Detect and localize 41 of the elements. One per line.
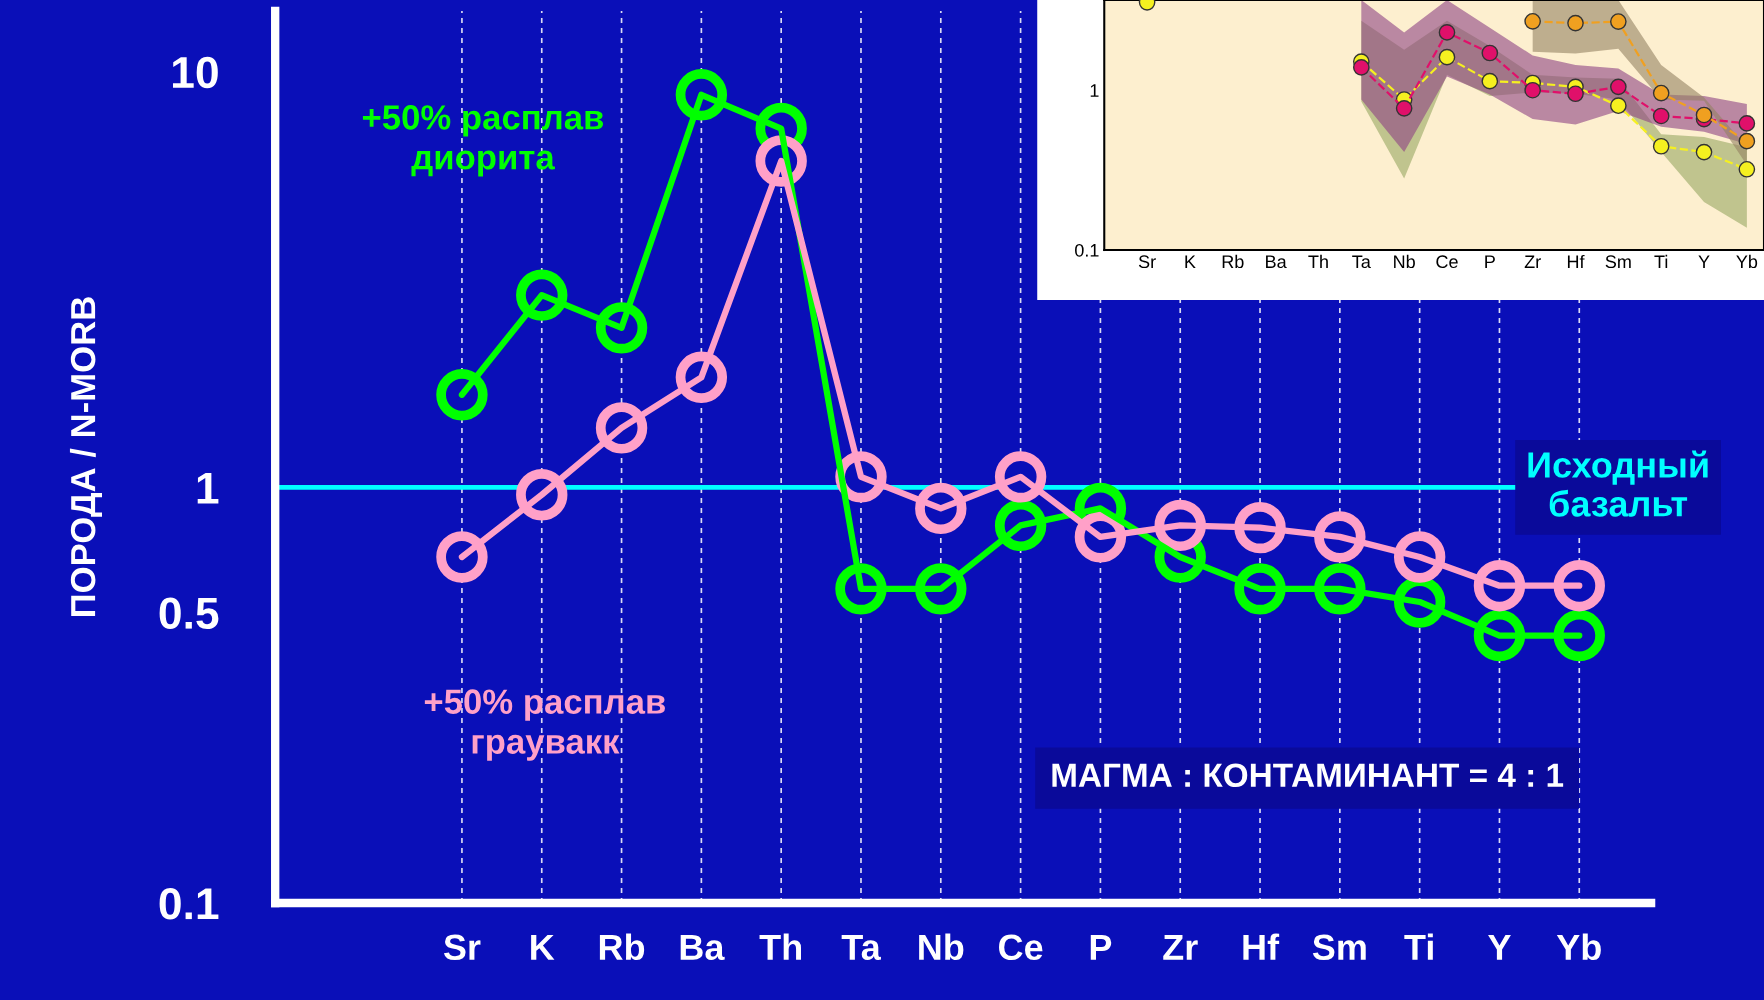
x-tick-label: Ta	[841, 934, 881, 961]
x-tick-label: Ce	[1436, 255, 1458, 269]
x-tick-label: Hf	[1243, 933, 1280, 960]
x-tick-label: P	[1090, 934, 1112, 960]
x-tick-label: Rb	[599, 933, 645, 961]
x-tick-label: Y	[1488, 934, 1511, 960]
x-tick-label: Ta	[1352, 255, 1371, 269]
y-tick-label: 0.5	[159, 597, 219, 630]
x-tick-label: Th	[1308, 254, 1328, 268]
x-tick-label: Ba	[680, 934, 725, 961]
y-tick-label: 0.1	[159, 888, 219, 920]
ref-line-label: Исходный базальт	[1528, 450, 1708, 517]
x-tick-label: Zr	[1163, 934, 1198, 960]
x-tick-label: Ti	[1654, 254, 1668, 268]
x-tick-label: Yb	[1736, 254, 1758, 269]
x-tick-label: Sm	[1312, 934, 1366, 961]
x-tick-label: Nb	[919, 933, 964, 961]
x-tick-label: Yb	[1556, 933, 1601, 961]
y-tick-label: 1	[1090, 84, 1099, 97]
x-tick-label: Ce	[999, 934, 1043, 961]
x-tick-label: Sr	[1138, 255, 1156, 269]
x-tick-label: Rb	[1222, 254, 1244, 269]
y-axis-title: ПОРОДА / N-MORB	[69, 297, 103, 616]
x-tick-label: Sr	[443, 934, 481, 961]
x-tick-label: Zr	[1524, 255, 1541, 268]
annotation: МАГМА : КОНТАМИНАНТ = 4 : 1	[1052, 763, 1564, 788]
y-tick-label: 0.1	[1075, 243, 1099, 257]
x-tick-label: Sm	[1605, 255, 1631, 269]
text: +50% расплав граувакк	[424, 689, 665, 761]
x-tick-label: P	[1485, 255, 1495, 268]
x-tick-label: Ti	[1404, 933, 1433, 960]
x-tick-label: Y	[1698, 255, 1710, 268]
y-tick-label: 10	[173, 56, 218, 89]
x-tick-label: Ba	[1266, 255, 1287, 269]
x-tick-label: K	[531, 934, 555, 960]
y-tick-label: 1	[197, 472, 219, 504]
x-tick-label: Nb	[1394, 254, 1415, 269]
x-tick-label: Th	[759, 933, 801, 960]
series-label: +50% расплав диорита	[362, 105, 604, 177]
x-tick-label: K	[1185, 255, 1196, 268]
x-tick-label: Hf	[1567, 254, 1585, 268]
